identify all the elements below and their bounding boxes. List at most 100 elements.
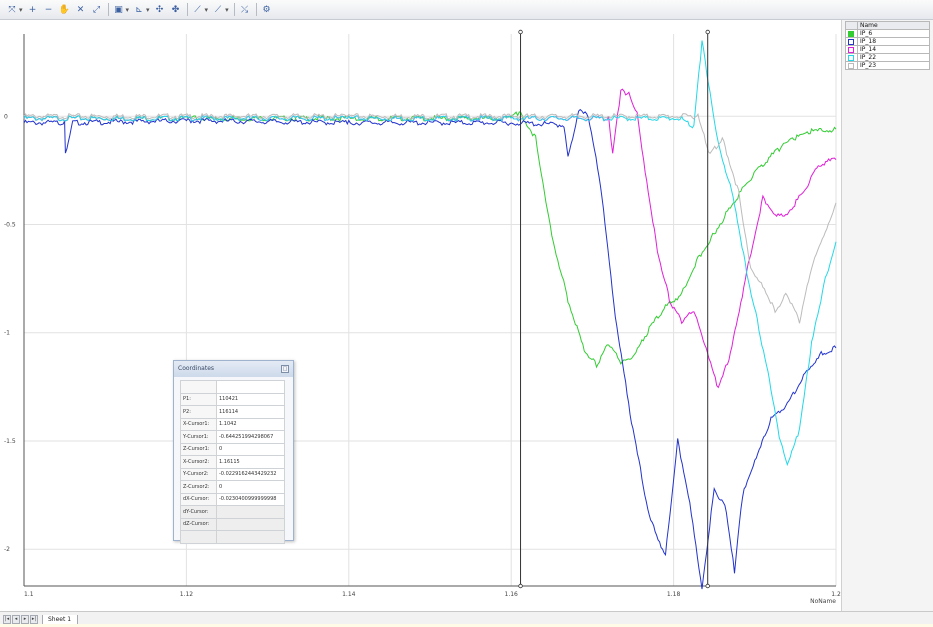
legend-item[interactable]: IP_23 bbox=[845, 61, 930, 70]
x-tick-label: 1.12 bbox=[180, 591, 194, 598]
coordinates-value[interactable] bbox=[216, 530, 285, 544]
zoom-out-icon[interactable]: − bbox=[44, 4, 53, 15]
coordinates-label: Z-Cursor2: bbox=[180, 480, 217, 494]
series-line-ip-23 bbox=[23, 112, 837, 324]
coordinates-value[interactable]: 0 bbox=[216, 480, 285, 494]
series-line-ip-18 bbox=[23, 108, 837, 590]
x-tick-label: 1.16 bbox=[505, 591, 519, 598]
coordinates-label bbox=[180, 380, 217, 394]
legend-swatch-cell bbox=[845, 37, 858, 46]
cursor-handle[interactable] bbox=[705, 29, 710, 35]
checkbox[interactable] bbox=[848, 46, 854, 53]
legend-item[interactable]: IP_18 bbox=[845, 37, 930, 46]
coordinates-title: Coordinates bbox=[178, 365, 215, 372]
y-tick-label: -1 bbox=[4, 330, 10, 337]
coordinates-value[interactable] bbox=[216, 517, 285, 531]
x-tick-label: 1.2 bbox=[831, 591, 841, 598]
x-tick-label: 1.14 bbox=[342, 591, 356, 598]
cursor-handle[interactable] bbox=[705, 583, 710, 589]
coordinates-value[interactable]: 1.1042 bbox=[216, 417, 285, 431]
legend-swatch-cell bbox=[845, 61, 858, 70]
settings-icon[interactable]: ⚙ bbox=[262, 4, 271, 15]
coordinates-label: X-Cursor2: bbox=[180, 455, 217, 469]
measure-2-icon[interactable]: ⟋ bbox=[214, 4, 222, 15]
coordinates-label: P1: bbox=[180, 392, 217, 406]
coordinates-panel[interactable]: Coordinates □ P1: 110421 P2: 116114 X-Cursor… bbox=[173, 360, 294, 544]
coordinates-label: dX-Cursor: bbox=[180, 492, 217, 506]
coordinates-value[interactable]: 0 bbox=[216, 442, 285, 456]
coordinates-row: dZ-Cursor: bbox=[180, 517, 285, 531]
coordinates-value[interactable]: -0.0229162443429232 bbox=[216, 467, 285, 481]
cursor-icon[interactable]: ⤯ bbox=[240, 4, 249, 15]
axis-icon[interactable]: ⊾ bbox=[135, 4, 143, 15]
x-tick-label: 1.1 bbox=[24, 591, 34, 598]
plot-area[interactable]: 0 -0.5 -1 -1.5 -2 1.1 1.12 1.14 1.16 1.18 1.2 NoNam… bbox=[0, 20, 842, 611]
close-icon[interactable]: □ bbox=[281, 365, 289, 373]
zoom-fit-icon[interactable]: ⤢ bbox=[92, 4, 101, 15]
line-chart[interactable]: 0 -0.5 -1 -1.5 -2 1.1 1.12 1.14 1.16 1.18 1.2NoNam… bbox=[0, 20, 842, 611]
coordinates-label: Y-Cursor1: bbox=[180, 430, 217, 444]
coordinates-value[interactable]: -0.644251994298067 bbox=[216, 430, 285, 444]
legend-item[interactable]: IP_14 bbox=[845, 45, 930, 54]
legend-item[interactable]: IP_6 bbox=[845, 29, 930, 38]
toolbar: ⤧ ▾ + − ✋ ✕ ⤢ ▣ ▾ ⊾ ▾ ✣ ✤ ⟋ ▾ ⟋ ▾ ⤯ ⚙ bbox=[0, 0, 933, 20]
series-remove-icon[interactable]: ✤ bbox=[171, 4, 180, 15]
coordinates-value[interactable]: 116114 bbox=[216, 405, 285, 419]
coordinates-value[interactable]: 1.16115 bbox=[216, 455, 285, 469]
y-tick-label: -1.5 bbox=[4, 438, 16, 445]
y-tick-label: -0.5 bbox=[4, 221, 16, 228]
coordinates-title-bar[interactable]: Coordinates □ bbox=[174, 361, 293, 377]
coordinates-row bbox=[180, 380, 285, 394]
measure-icon[interactable]: ⟋ bbox=[194, 4, 201, 15]
coordinates-label: P2: bbox=[180, 405, 217, 419]
coordinates-row: X-Cursor1: 1.1042 bbox=[180, 417, 285, 431]
cursor-handle[interactable] bbox=[518, 29, 523, 35]
checkbox[interactable] bbox=[848, 54, 854, 61]
legend-swatch-cell bbox=[845, 53, 858, 62]
legend-item-name: IP_22 bbox=[857, 53, 930, 62]
series-add-icon[interactable]: ✣ bbox=[155, 4, 164, 15]
series-line-ip-22 bbox=[23, 40, 837, 467]
checkbox[interactable] bbox=[848, 38, 854, 45]
chevron-down-icon[interactable]: ▾ bbox=[204, 5, 209, 14]
chevron-down-icon[interactable]: ▾ bbox=[225, 5, 229, 14]
coordinates-row: dY-Cursor: bbox=[180, 505, 285, 519]
chevron-down-icon[interactable]: ▾ bbox=[19, 5, 23, 14]
legend-panel: Name IP_6 IP_18 IP_14 IP_22 IP_23 bbox=[843, 20, 933, 611]
sheet-tab[interactable]: Sheet 1 bbox=[42, 614, 79, 625]
coordinates-row: X-Cursor2: 1.16115 bbox=[180, 455, 285, 469]
coordinates-row: Y-Cursor2: -0.0229162443429232 bbox=[180, 467, 285, 481]
legend-item-name: IP_18 bbox=[857, 37, 930, 46]
toolbar-separator bbox=[233, 3, 235, 16]
toolbar-separator bbox=[186, 3, 188, 16]
chevron-down-icon[interactable]: ▾ bbox=[146, 5, 150, 14]
first-sheet-button[interactable]: |◂ bbox=[3, 615, 11, 624]
legend-item[interactable]: IP_22 bbox=[845, 53, 930, 62]
coordinates-value[interactable]: 110421 bbox=[216, 392, 285, 406]
cursor-handle[interactable] bbox=[518, 583, 523, 589]
next-sheet-button[interactable]: ▸ bbox=[21, 615, 29, 624]
layout-icon[interactable]: ▣ bbox=[114, 4, 123, 15]
legend-header-marker bbox=[845, 21, 858, 30]
prev-sheet-button[interactable]: ◂ bbox=[12, 615, 20, 624]
pan-icon[interactable]: ✋ bbox=[58, 4, 71, 15]
coordinates-row: Z-Cursor2: 0 bbox=[180, 480, 285, 494]
coordinates-row: P2: 116114 bbox=[180, 405, 285, 419]
coordinates-value[interactable] bbox=[216, 380, 285, 394]
toolbar-separator bbox=[255, 3, 257, 16]
last-sheet-button[interactable]: ▸| bbox=[30, 615, 38, 624]
coordinates-label bbox=[180, 530, 217, 544]
coordinates-label: dY-Cursor: bbox=[180, 505, 217, 519]
checkbox[interactable] bbox=[848, 30, 854, 37]
coordinates-table: P1: 110421 P2: 116114 X-Cursor1: 1.1042 Y-Curs… bbox=[180, 380, 285, 544]
coordinates-value[interactable]: -0.0230400999999998 bbox=[216, 492, 285, 506]
zoom-in-icon[interactable]: + bbox=[28, 4, 37, 15]
pointer-icon[interactable]: ⤧ bbox=[8, 4, 16, 15]
chevron-down-icon[interactable]: ▾ bbox=[125, 5, 130, 14]
checkbox[interactable] bbox=[848, 62, 854, 69]
coordinates-value[interactable] bbox=[216, 505, 285, 519]
toolbar-separator bbox=[107, 3, 109, 16]
delete-icon[interactable]: ✕ bbox=[76, 4, 85, 15]
y-tick-label: 0 bbox=[4, 113, 8, 120]
legend-header-name: Name bbox=[857, 21, 930, 30]
